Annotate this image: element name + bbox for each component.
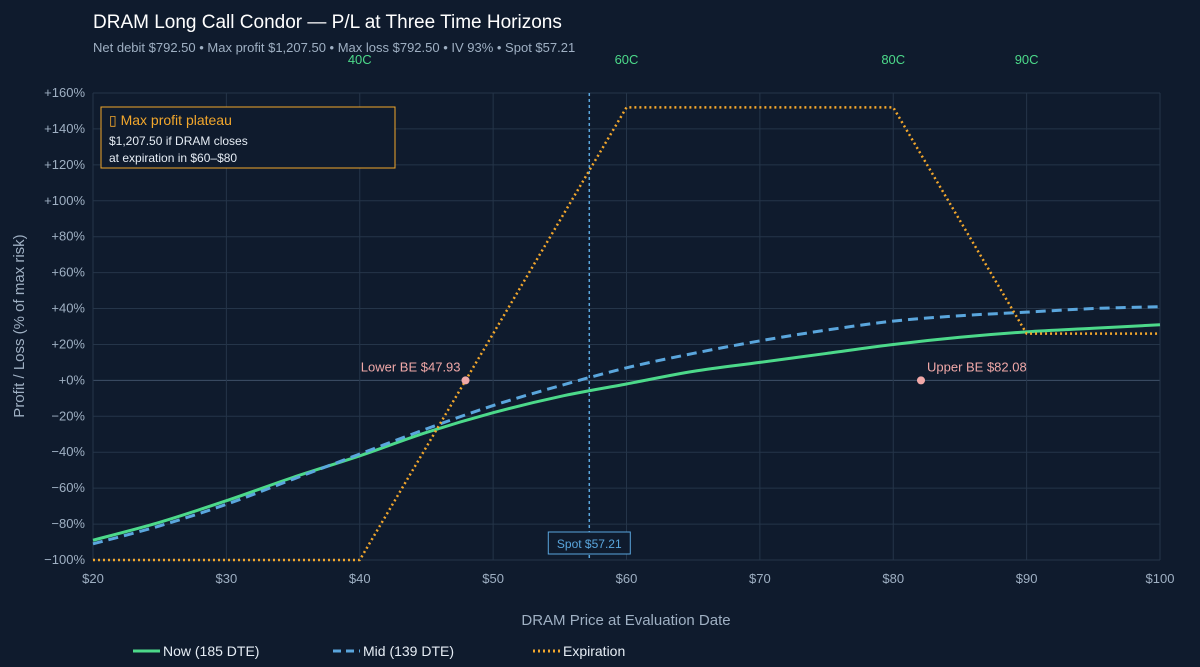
annotation-title: ▯ Max profit plateau — [109, 112, 232, 128]
breakeven-label-0: Lower BE $47.93 — [361, 359, 461, 374]
y-axis-label: Profit / Loss (% of max risk) — [11, 234, 28, 417]
series-group — [92, 106, 1161, 562]
x-tick-label-0: $20 — [82, 571, 104, 586]
spot-label-box — [547, 531, 631, 555]
breakeven-marker-0 — [461, 376, 470, 385]
ticks-group: −100% −80% −60% −40% −20% +0% +20% +40% +60% +80%… — [44, 52, 1174, 586]
reference-lines: Spot $57.21 — [547, 93, 631, 560]
annotation-line-1: $1,207.50 if DRAM closes — [109, 134, 248, 148]
spot-label: Spot $57.21 — [557, 537, 622, 551]
y-tick-label-2: −60% — [51, 480, 85, 495]
x-tick-label-5: $70 — [749, 571, 771, 586]
legend-label-expiration: Expiration — [563, 643, 625, 659]
strike-label-40c: 40C — [348, 52, 372, 67]
chart-subtitle: Net debit $792.50 • Max profit $1,207.50… — [93, 40, 575, 55]
strike-label-60c: 60C — [615, 52, 639, 67]
annotation-box: ▯ Max profit plateau $1,207.50 if DRAM c… — [100, 106, 396, 169]
y-tick-label-1: −80% — [51, 516, 85, 531]
annotation-line-2: at expiration in $60–$80 — [109, 151, 237, 165]
x-tick-label-1: $30 — [216, 571, 238, 586]
y-tick-label-10: +100% — [44, 193, 85, 208]
series-line-expiration — [93, 106, 1160, 562]
legend: Now (185 DTE) Mid (139 DTE) Expiration — [133, 643, 625, 659]
x-tick-label-2: $40 — [349, 571, 371, 586]
y-tick-label-9: +80% — [51, 229, 85, 244]
x-axis-label: DRAM Price at Evaluation Date — [521, 612, 730, 629]
y-tick-label-5: +0% — [59, 372, 86, 387]
marks-group: Lower BE $47.93 Upper BE $82.08 — [361, 359, 1027, 385]
x-tick-label-4: $60 — [616, 571, 638, 586]
strike-label-90c: 90C — [1015, 52, 1039, 67]
x-tick-label-6: $80 — [882, 571, 904, 586]
legend-label-now: Now (185 DTE) — [163, 643, 259, 659]
x-tick-label-7: $90 — [1016, 571, 1038, 586]
y-tick-label-0: −100% — [44, 552, 85, 567]
strike-label-80c: 80C — [881, 52, 905, 67]
y-tick-label-11: +120% — [44, 157, 85, 172]
legend-label-mid: Mid (139 DTE) — [363, 643, 454, 659]
breakeven-label-1: Upper BE $82.08 — [927, 359, 1027, 374]
breakeven-marker-1 — [916, 376, 925, 385]
y-tick-label-6: +20% — [51, 336, 85, 351]
chart-title: DRAM Long Call Condor — P/L at Three Tim… — [93, 12, 562, 33]
series-line-now — [92, 323, 1161, 542]
x-tick-label-8: $100 — [1146, 571, 1175, 586]
y-tick-label-3: −40% — [51, 444, 85, 459]
y-tick-label-7: +40% — [51, 301, 85, 316]
y-tick-label-13: +160% — [44, 85, 85, 100]
series-line-mid — [92, 305, 1161, 546]
y-tick-label-12: +140% — [44, 121, 85, 136]
y-tick-label-4: −20% — [51, 408, 85, 423]
y-tick-label-8: +60% — [51, 265, 85, 280]
x-tick-label-3: $50 — [482, 571, 504, 586]
